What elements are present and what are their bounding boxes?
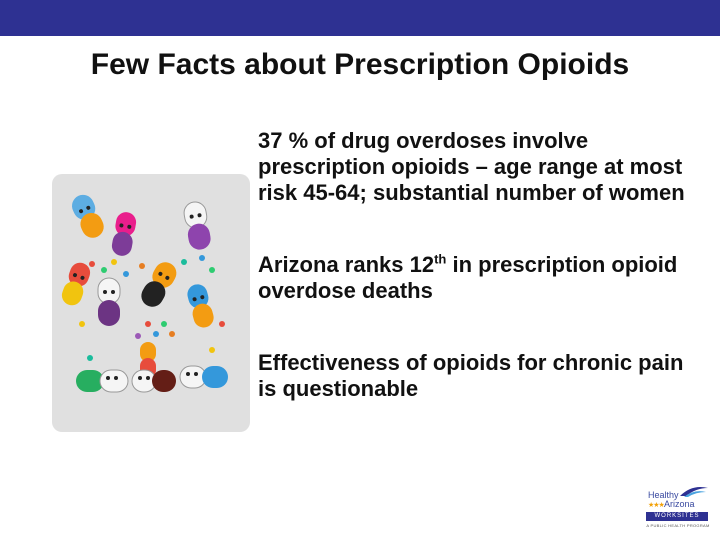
pill-characters-icon [61,194,228,393]
capsule-blue-orange-right [187,284,214,328]
capsule-green-white [76,369,129,393]
logo-word-arizona: Arizona [664,499,695,509]
capsule-red-yellow [61,262,91,306]
fact-text: 37 % of drug overdoses involve prescript… [258,128,685,205]
logo-word-healthy: Healthy [648,490,679,500]
healthy-arizona-worksites-logo: Healthy ★★★ Arizona WORKSITES A PUBLIC H… [644,484,712,534]
fact-item: Effectiveness of opioids for chronic pai… [258,350,698,402]
ordinal-suffix: th [434,251,447,267]
swoosh-icon [680,487,708,497]
capsule-blue-orange [71,194,104,238]
fact-list: 37 % of drug overdoses involve prescript… [258,128,698,448]
fact-text-continued: in prescription opioid overdose deaths [258,252,678,303]
fact-text: Effectiveness of opioids for chronic pai… [258,350,684,401]
fact-item: 37 % of drug overdoses involve prescript… [258,128,698,206]
pill-characters-illustration [52,174,250,432]
logo-band: WORKSITES [646,512,708,521]
capsule-orange-black [141,262,177,307]
top-bar [0,0,720,36]
capsule-pink-purple [111,212,137,256]
fact-item: Arizona ranks 12th in prescription opioi… [258,252,698,304]
fact-text: Arizona ranks 12 [258,252,435,277]
logo-stars: ★★★ [648,502,665,509]
confetti-dots [79,255,225,361]
capsule-white-purple-center [97,277,121,326]
capsule-white-blue [179,365,228,389]
capsule-white-purple [183,201,211,250]
slide-title: Few Facts about Prescription Opioids [90,48,630,81]
capsule-white-maroon [131,369,176,393]
logo-tagline: A PUBLIC HEALTH PROGRAM [646,523,710,528]
